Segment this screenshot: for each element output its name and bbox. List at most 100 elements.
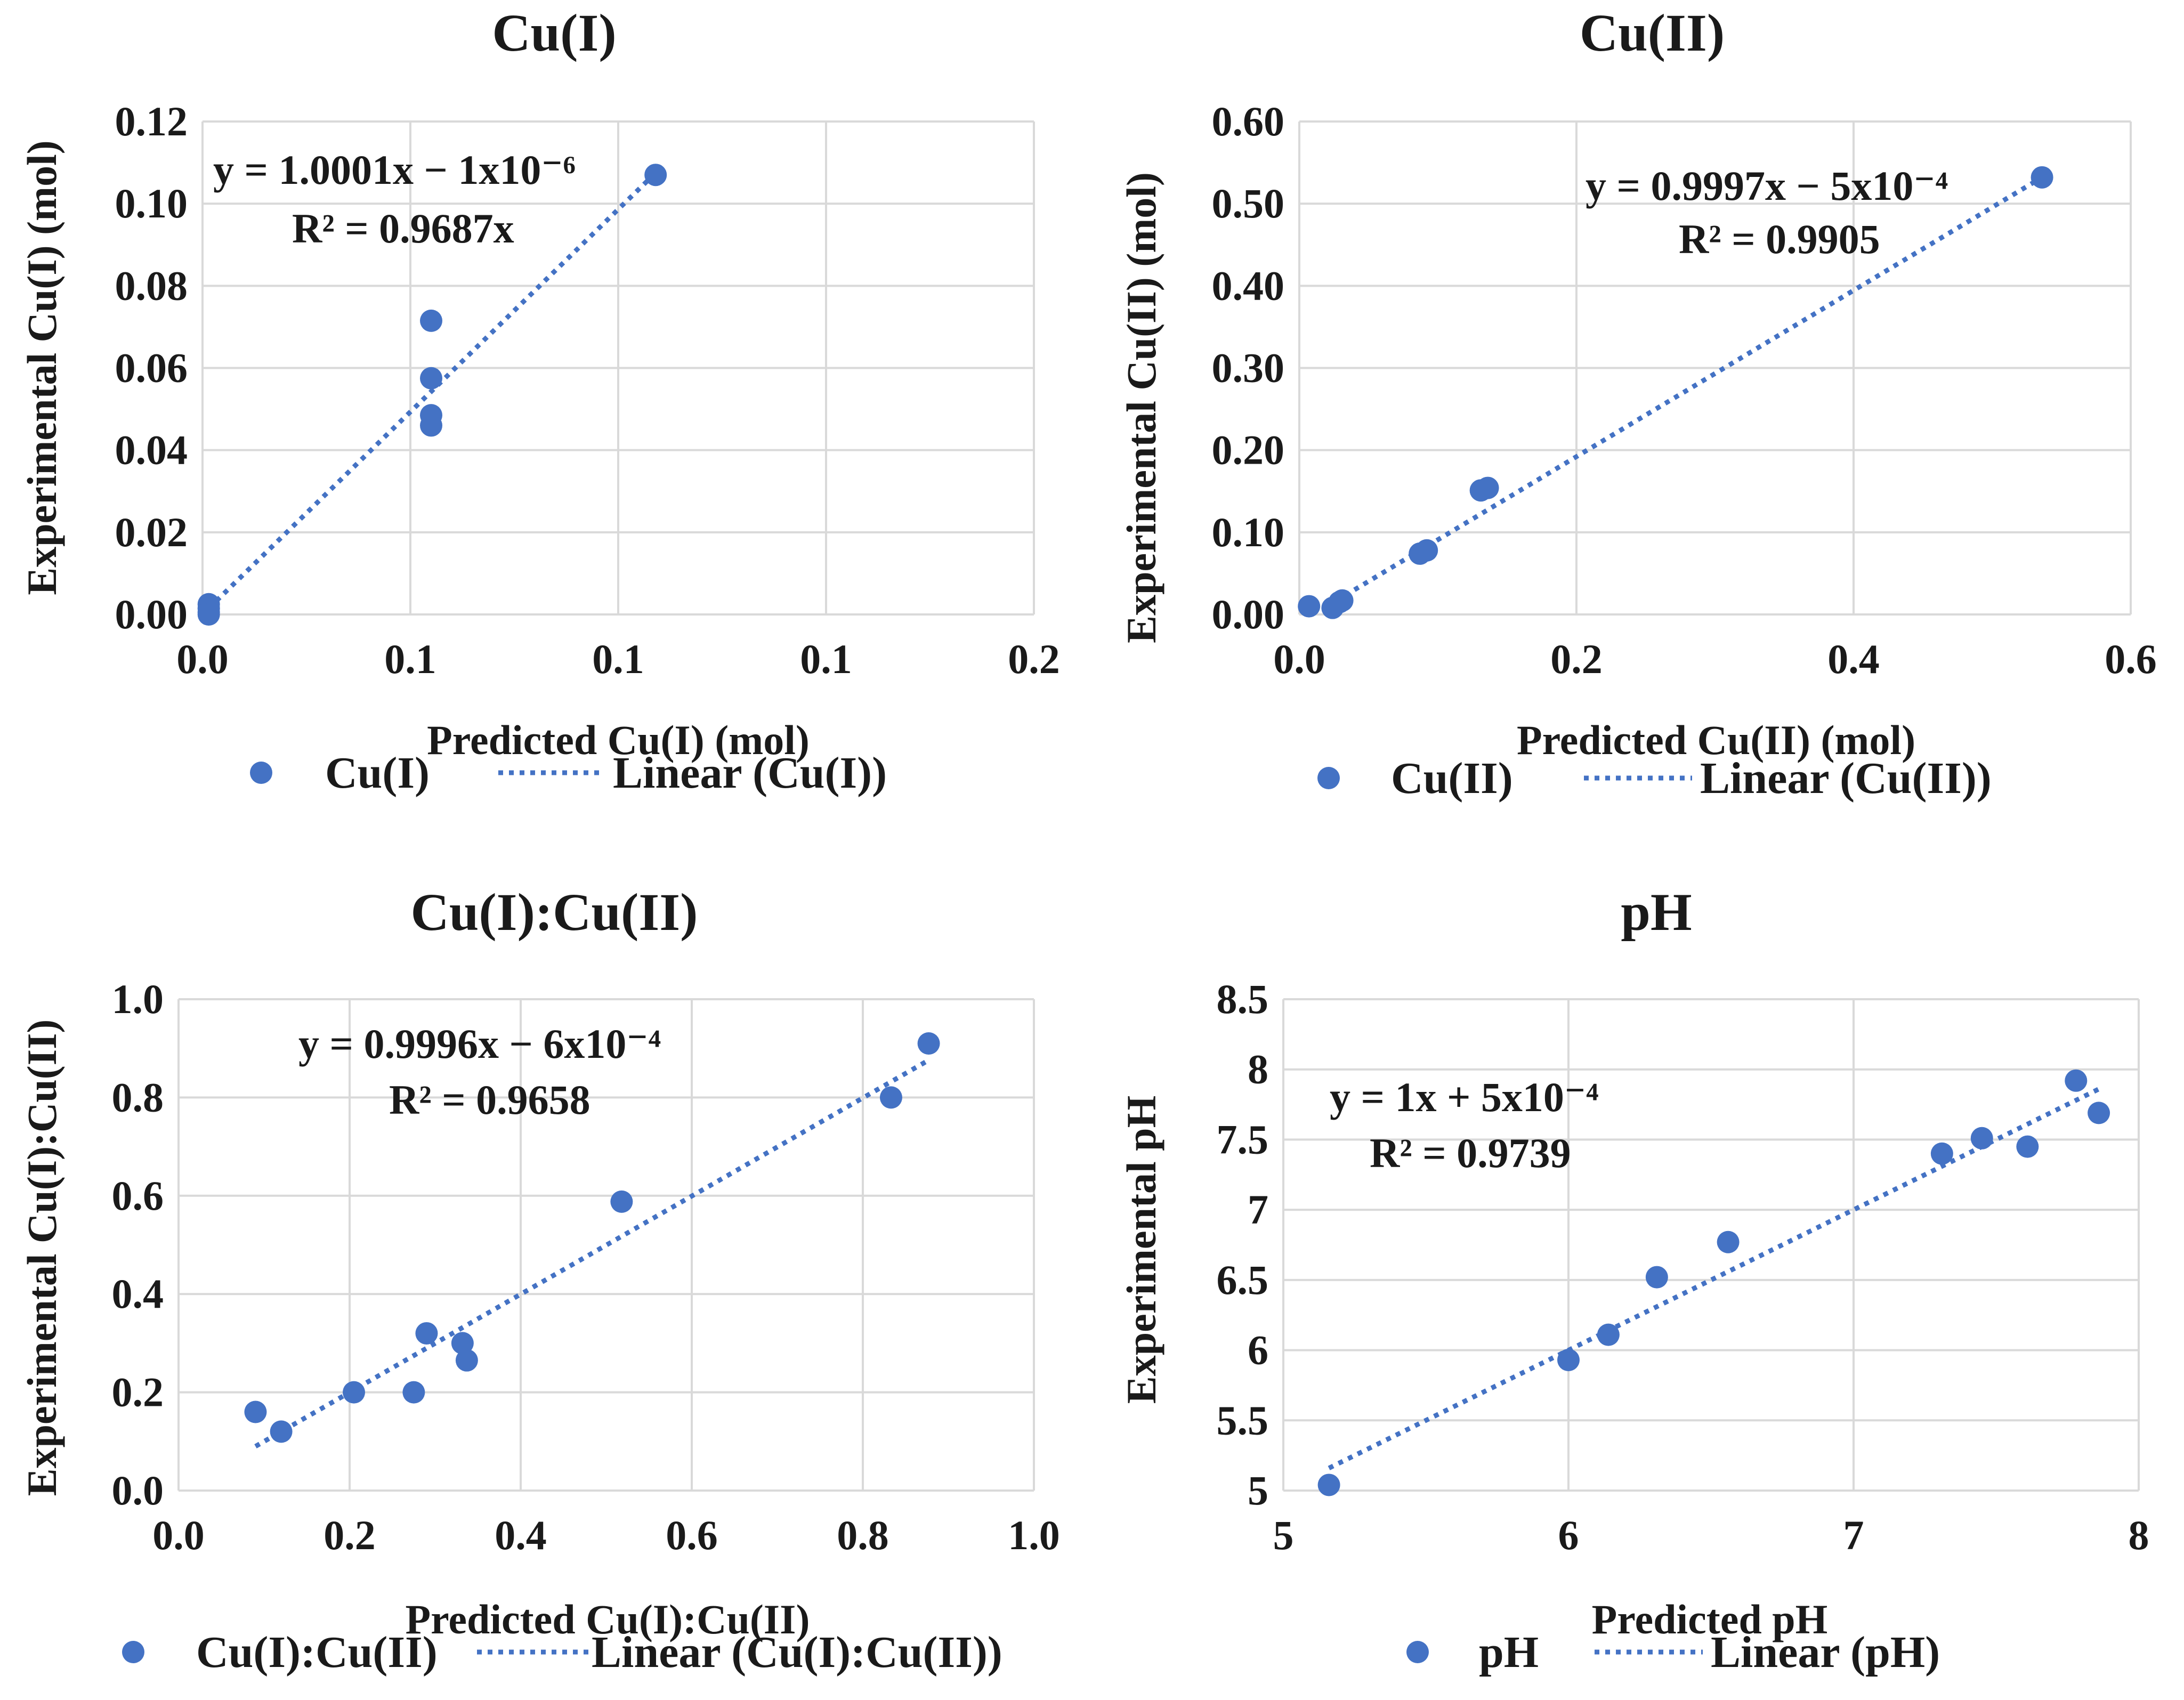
legend-label-series: Cu(II): [1391, 754, 1513, 803]
linear-trendline: [1328, 1087, 2100, 1470]
legend-label-linear: Linear (Cu(I):Cu(II)): [592, 1628, 1002, 1677]
data-point: [455, 1349, 478, 1372]
y-tick-label: 0.04: [115, 427, 188, 473]
data-point: [1930, 1142, 1953, 1165]
legend-label-series: pH: [1479, 1628, 1539, 1677]
data-point: [420, 414, 442, 437]
y-tick-label: 0.10: [115, 180, 188, 226]
y-tick-label: 8: [1248, 1046, 1268, 1092]
linear-trendline: [1325, 175, 2043, 609]
x-tick-label: 0.0: [176, 636, 229, 682]
data-point: [2065, 1069, 2088, 1092]
x-axis-title: Predicted Cu(I) (mol): [427, 717, 810, 763]
data-point: [610, 1190, 633, 1213]
y-tick-label: 0.60: [1212, 98, 1285, 144]
data-point: [2031, 166, 2053, 189]
r-squared-label: R² = 0.9905: [1679, 216, 1880, 262]
linear-trendline: [207, 171, 658, 610]
data-point: [1317, 1474, 1340, 1496]
trendline-equation: y = 0.9996x − 6x10⁻⁴: [298, 1021, 661, 1067]
data-point: [451, 1332, 474, 1355]
chart-panel-cu-ratio: 0.0 0.2 0.4 0.6 0.8 1.0 0.0 0.2 0.4 0.6 0.8 1.0 Cu(I…: [19, 883, 1060, 1677]
data-point: [1557, 1349, 1580, 1372]
x-tick-label: 7: [1843, 1512, 1864, 1558]
data-point: [1970, 1127, 1993, 1149]
linear-trendline: [254, 1058, 930, 1448]
data-point: [197, 603, 220, 626]
x-tick-label: 0.1: [800, 636, 852, 682]
y-tick-label: 0.00: [1212, 591, 1285, 637]
x-tick-label: 6: [1558, 1512, 1579, 1558]
x-tick-label: 0.2: [1550, 636, 1603, 682]
y-tick-label: 0.50: [1212, 180, 1285, 226]
data-point: [2088, 1102, 2110, 1124]
legend-marker-icon: [122, 1641, 144, 1663]
y-tick-label: 0.4: [112, 1270, 164, 1317]
y-tick-label: 6: [1248, 1327, 1268, 1373]
data-point: [1717, 1231, 1740, 1253]
data-point: [1597, 1323, 1620, 1346]
x-axis-title: Predicted Cu(II) (mol): [1517, 717, 1915, 763]
y-tick-label: 0.20: [1212, 427, 1285, 473]
y-tick-label: 0.10: [1212, 509, 1285, 555]
y-tick-label: 0.40: [1212, 262, 1285, 309]
r-squared-label: R² = 0.9658: [389, 1076, 591, 1123]
legend-marker-icon: [1317, 767, 1340, 789]
x-tick-label: 0.0: [1273, 636, 1325, 682]
x-tick-label: 0.4: [1827, 636, 1880, 682]
x-tick-label: 0.6: [666, 1512, 718, 1558]
x-axis-title: Predicted Cu(I):Cu(II): [406, 1596, 810, 1642]
y-tick-label: 5.5: [1217, 1397, 1269, 1443]
y-tick-label: 0.0: [112, 1467, 164, 1513]
data-point: [917, 1032, 940, 1055]
data-point: [1476, 476, 1499, 499]
x-tick-label: 0.1: [592, 636, 644, 682]
data-point: [420, 309, 442, 332]
chart-panel-cu-i: 0.00 0.02 0.04 0.06 0.08 0.10 0.12 0.0 0.1 0.1 0.1…: [19, 3, 1060, 798]
legend-label-linear: Linear (pH): [1711, 1628, 1940, 1677]
legend-label-linear: Linear (Cu(II)): [1700, 754, 1992, 803]
y-tick-label: 0.6: [112, 1172, 164, 1219]
y-axis-title: Experimental Cu(II) (mol): [1118, 172, 1164, 643]
y-tick-label: 5: [1248, 1467, 1268, 1513]
data-point: [1331, 589, 1354, 612]
chart-title: Cu(II): [1580, 3, 1725, 62]
r-squared-label: R² = 0.9739: [1370, 1130, 1571, 1176]
y-tick-label: 1.0: [112, 976, 164, 1022]
data-point: [644, 164, 667, 187]
y-tick-label: 0.8: [112, 1074, 164, 1120]
x-tick-label: 0.4: [495, 1512, 547, 1558]
y-tick-label: 0.12: [115, 98, 188, 144]
chart-title: Cu(I): [492, 3, 616, 62]
x-tick-label: 0.1: [384, 636, 436, 682]
data-point: [420, 367, 442, 390]
data-point: [402, 1381, 425, 1404]
x-tick-label: 0.2: [1008, 636, 1060, 682]
legend-marker-icon: [1406, 1641, 1429, 1663]
x-tick-label: 0.6: [2105, 636, 2157, 682]
chart-title: Cu(I):Cu(II): [411, 883, 698, 942]
data-point: [343, 1381, 366, 1404]
chart-panel-cu-ii: 0.00 0.10 0.20 0.30 0.40 0.50 0.60 0.0 0.2 0.4 0.6…: [1118, 3, 2157, 803]
x-axis-title: Predicted pH: [1592, 1596, 1828, 1642]
y-axis-title: Experimental pH: [1118, 1096, 1164, 1404]
x-tick-label: 0.0: [152, 1512, 205, 1558]
data-point: [1645, 1266, 1668, 1289]
y-tick-label: 7: [1248, 1186, 1268, 1233]
chart-title: pH: [1621, 883, 1692, 942]
data-point: [415, 1322, 438, 1345]
y-axis-title: Experimental Cu(I):Cu(II): [19, 1019, 65, 1496]
y-tick-label: 0.00: [115, 591, 188, 637]
data-point: [2016, 1135, 2039, 1158]
x-tick-label: 0.8: [837, 1512, 889, 1558]
r-squared-label: R² = 0.9687x: [292, 205, 514, 252]
trendline-equation: y = 1.0001x − 1x10⁻⁶: [213, 147, 576, 193]
y-tick-label: 0.02: [115, 509, 188, 555]
legend-label-series: Cu(I): [325, 748, 430, 798]
y-tick-label: 0.2: [112, 1369, 164, 1415]
y-tick-label: 0.30: [1212, 345, 1285, 391]
y-tick-label: 6.5: [1217, 1257, 1269, 1303]
data-point: [1298, 595, 1321, 618]
x-tick-label: 8: [2129, 1512, 2149, 1558]
